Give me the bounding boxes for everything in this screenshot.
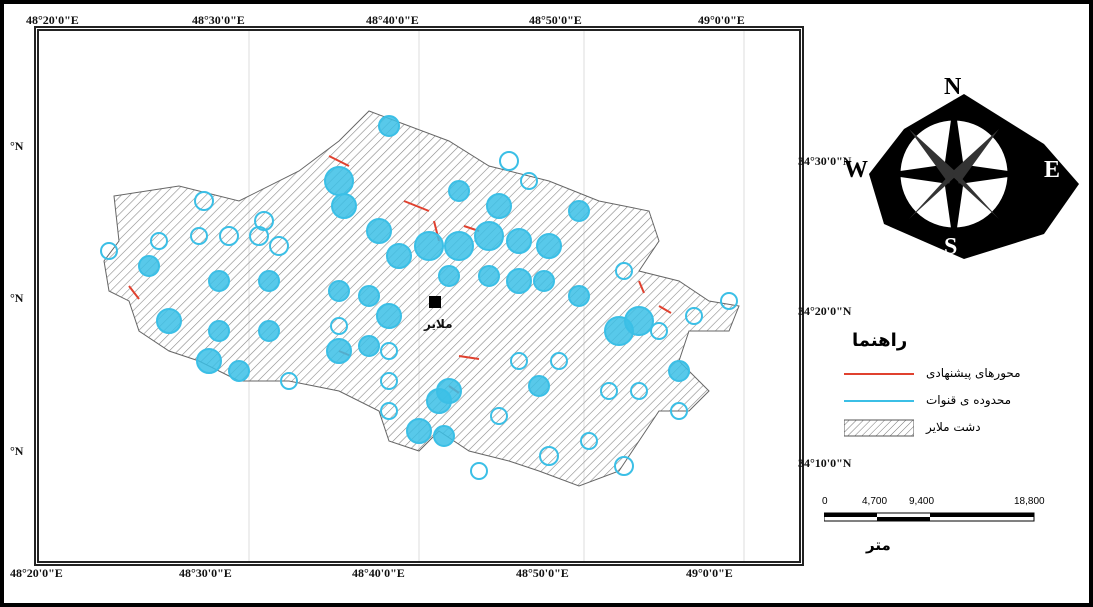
map-canvas	[100, 31, 745, 561]
scale-tick-3: 18,800	[1014, 496, 1045, 507]
lon-bottom-2: 48°30'0"E	[179, 566, 232, 580]
legend-label: محدوده ی قنوات	[926, 393, 1012, 407]
lon-top-5: 49°0'0"E	[698, 13, 745, 27]
lon-bottom-4: 48°50'0"E	[516, 566, 569, 580]
scale-tick-2: 9,400	[909, 496, 935, 507]
lon-bottom-3: 48°40'0"E	[352, 566, 405, 580]
lat-left-2: °N	[10, 291, 24, 305]
lon-top-3: 48°40'0"E	[366, 13, 419, 27]
city-marker	[429, 296, 441, 308]
scale-tick-0: 0	[822, 496, 828, 507]
lat-right-2: 34°20'0"N	[798, 304, 852, 318]
scale-bar	[824, 512, 1035, 522]
legend-item-qanat: محدوده ی قنوات	[844, 391, 1044, 411]
legend-item-plain: دشت ملایر	[844, 418, 1044, 438]
lon-top-4: 48°50'0"E	[529, 13, 582, 27]
compass-s: S	[944, 234, 957, 260]
lat-left-3: °N	[10, 444, 24, 458]
map-panel: ملایر	[34, 26, 804, 566]
lat-left-1: °N	[10, 139, 24, 153]
qanat-areas	[138, 115, 690, 447]
legend-label: دشت ملایر	[926, 420, 981, 434]
legend-title: راهنما	[852, 330, 908, 351]
city-label: ملایر	[424, 317, 453, 331]
compass-w: W	[844, 157, 868, 183]
scale-unit: متر	[866, 536, 891, 554]
compass-e: E	[1044, 157, 1060, 183]
lon-top-2: 48°30'0"E	[192, 13, 245, 27]
compass-n: N	[944, 74, 962, 100]
lon-bottom-5: 49°0'0"E	[686, 566, 733, 580]
lon-bottom-1: 48°20'0"E	[10, 566, 63, 580]
legend-item-axes: محورهای پیشنهادی	[844, 364, 1044, 384]
lat-right-3: 34°10'0"N	[798, 456, 852, 470]
north-arrow-icon: N E S W	[844, 74, 1079, 260]
legend-label: محورهای پیشنهادی	[926, 366, 1021, 380]
lat-right-1: 34°30'0"N	[798, 154, 852, 168]
lon-top-1: 48°20'0"E	[26, 13, 79, 27]
scale-tick-1: 4,700	[862, 496, 888, 507]
